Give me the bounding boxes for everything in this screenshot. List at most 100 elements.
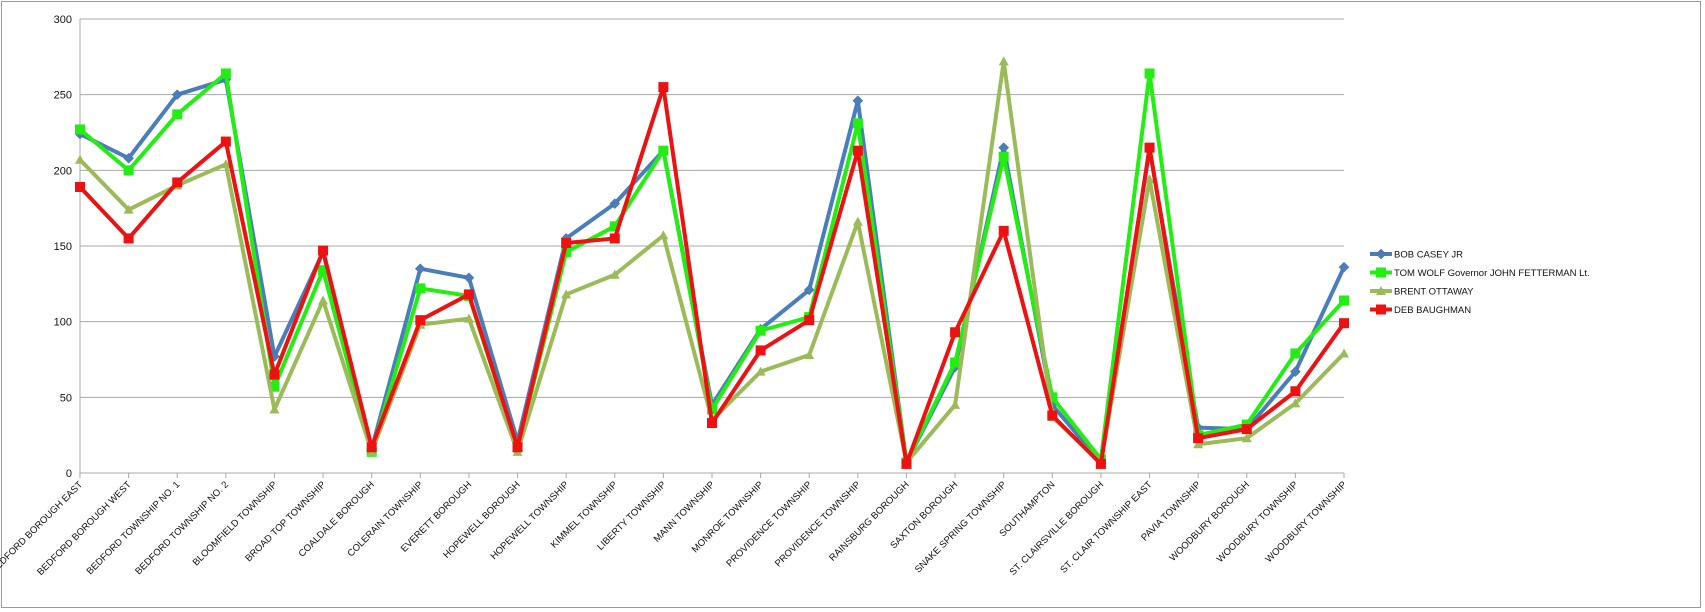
data-point: [561, 247, 572, 258]
data-point: [269, 381, 280, 392]
x-tick-label: SNAKE SPRING TOWNSHIP: [913, 479, 1009, 575]
legend-label: BOB CASEY JR: [1394, 250, 1463, 261]
y-tick-label: 200: [54, 165, 72, 177]
x-tick-label: HOPEWELL TOWNSHIP: [489, 479, 572, 562]
legend-label: DEB BAUGHMAN: [1394, 305, 1471, 316]
data-point: [755, 345, 766, 356]
data-point: [950, 399, 961, 409]
data-point: [998, 151, 1009, 162]
x-tick-label: BEDFORD TOWNSHIP NO. 1: [85, 479, 183, 577]
data-point: [220, 68, 231, 79]
legend-item: DEB BAUGHMAN: [1370, 304, 1471, 316]
data-point: [609, 269, 620, 279]
data-point: [561, 289, 572, 299]
data-point: [512, 442, 523, 453]
data-point: [658, 145, 669, 156]
data-point: [463, 272, 475, 284]
legend-item: BRENT OTTAWAY: [1370, 286, 1474, 298]
data-point: [1047, 410, 1058, 421]
data-point: [75, 154, 85, 164]
data-point: [561, 237, 572, 248]
data-point: [1290, 366, 1301, 377]
data-point: [318, 265, 329, 276]
data-point: [414, 263, 426, 275]
x-tick-label: PROVIDENCE TOWNSHIP: [773, 479, 863, 569]
legend-marker: [1376, 267, 1386, 278]
data-point: [998, 56, 1009, 66]
legend-label: TOM WOLF Governor JOHN FETTERMAN Lt.: [1394, 268, 1590, 279]
data-point: [852, 118, 863, 129]
data-point: [1095, 458, 1106, 469]
data-point: [1290, 348, 1301, 359]
data-point: [1241, 424, 1252, 435]
data-point: [75, 124, 85, 135]
x-tick-label: BLOOMFIELD TOWNSHIP: [191, 479, 280, 568]
y-tick-label: 300: [54, 14, 72, 26]
legend-marker: [1376, 304, 1386, 315]
data-point: [852, 95, 864, 107]
x-tick-label: WOODBURY TOWNSHIP: [1215, 479, 1301, 565]
x-tick-label: BROAD TOP TOWNSHIP: [243, 479, 328, 564]
data-point: [269, 369, 280, 380]
y-tick-label: 50: [60, 392, 72, 404]
data-point: [172, 109, 183, 120]
y-tick-label: 100: [54, 317, 72, 329]
data-point: [998, 142, 1010, 153]
legend-label: BRENT OTTAWAY: [1394, 287, 1474, 298]
data-point: [1047, 392, 1058, 403]
data-point: [803, 284, 815, 296]
data-point: [609, 233, 620, 244]
x-tick-label: RAINSBURG BOROUGH: [827, 479, 911, 563]
data-point: [415, 315, 426, 326]
data-point: [171, 89, 183, 101]
data-point: [1144, 68, 1155, 79]
data-point: [852, 145, 863, 156]
data-point: [658, 230, 669, 240]
data-point: [804, 315, 815, 326]
x-tick-label: ST. CLAIR TOWNSHIP EAST: [1058, 479, 1154, 575]
data-point: [707, 418, 717, 429]
data-point: [220, 159, 231, 169]
data-point: [366, 442, 377, 453]
data-point: [1144, 142, 1155, 153]
data-point: [901, 458, 912, 469]
legend-item: BOB CASEY JR: [1370, 248, 1463, 261]
x-tick-label: WOODBURY TOWNSHIP: [1263, 479, 1349, 565]
legend-marker: [1376, 286, 1386, 295]
data-point: [950, 327, 961, 338]
series-line: [78, 71, 1346, 465]
data-point: [220, 136, 231, 147]
data-point: [1339, 318, 1349, 329]
y-tick-label: 0: [66, 468, 72, 480]
data-point: [1338, 261, 1350, 273]
x-tick-label: PROVIDENCE TOWNSHIP: [724, 479, 814, 569]
data-point: [658, 82, 669, 93]
legend-item: TOM WOLF Governor JOHN FETTERMAN Lt.: [1370, 267, 1590, 279]
data-point: [1193, 433, 1204, 444]
data-point: [998, 225, 1009, 236]
data-point: [463, 289, 474, 300]
data-point: [269, 404, 280, 414]
x-tick-label: WOODBURY BOROUGH: [1167, 479, 1252, 564]
data-point: [318, 245, 329, 256]
data-point: [950, 357, 961, 368]
x-tick-label: ST. CLAIRSVILLE BOROUGH: [1008, 479, 1107, 578]
data-point: [172, 177, 183, 188]
data-point: [755, 366, 766, 376]
data-point: [755, 325, 766, 336]
y-tick-label: 250: [54, 90, 72, 102]
series-deb-baughman: [75, 82, 1349, 469]
data-point: [804, 349, 815, 359]
data-point: [1144, 174, 1155, 184]
data-point: [123, 152, 134, 164]
data-point: [1241, 433, 1252, 443]
data-point: [123, 233, 134, 244]
data-point: [1193, 439, 1204, 449]
data-point: [123, 204, 134, 214]
y-tick-label: 150: [54, 241, 72, 253]
data-point: [1339, 348, 1349, 358]
data-point: [1339, 295, 1349, 306]
data-point: [415, 283, 426, 294]
data-point: [609, 198, 621, 209]
